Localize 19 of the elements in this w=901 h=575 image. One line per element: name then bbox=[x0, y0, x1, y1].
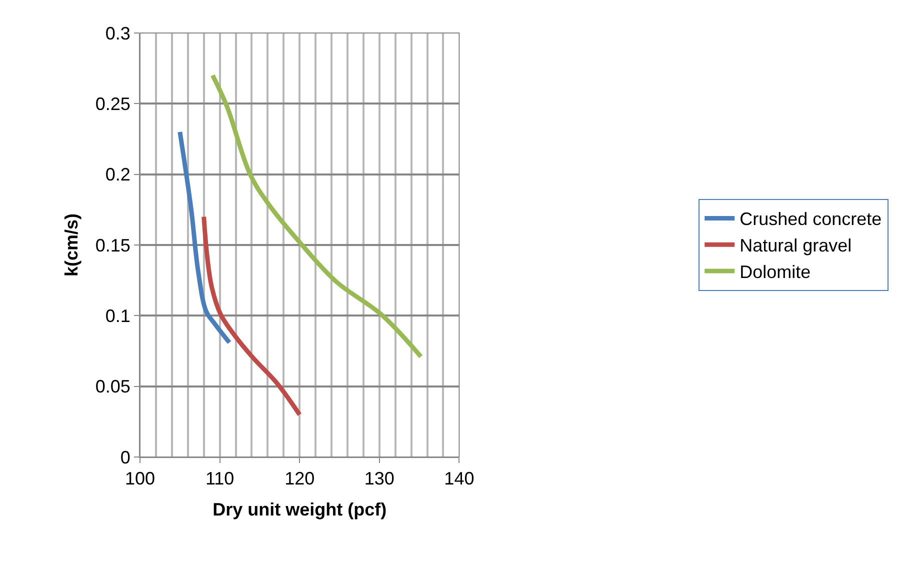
y-tick-label: 0.25 bbox=[95, 94, 130, 114]
y-tick-label: 0.2 bbox=[105, 164, 130, 185]
y-tick-label: 0.1 bbox=[105, 306, 130, 326]
legend-label: Natural gravel bbox=[740, 236, 852, 256]
x-tick-label: 130 bbox=[364, 468, 394, 489]
y-tick-label: 0.05 bbox=[95, 376, 130, 397]
x-tick-label: 110 bbox=[205, 468, 234, 489]
line-series bbox=[178, 130, 232, 345]
y-axis-title: k(cm/s) bbox=[62, 213, 82, 277]
y-tick-label: 0.15 bbox=[95, 235, 130, 256]
y-tick-label: 0.3 bbox=[105, 23, 130, 44]
x-tick-label: 140 bbox=[444, 468, 474, 489]
x-tick-label: 120 bbox=[284, 468, 315, 489]
y-tick-label: 0 bbox=[120, 447, 130, 468]
x-tick-label: 100 bbox=[124, 468, 156, 489]
legend-label: Crushed concrete bbox=[740, 209, 882, 230]
legend-label: Dolomite bbox=[740, 262, 811, 282]
x-axis-title: Dry unit weight (pcf) bbox=[212, 500, 387, 520]
line-series bbox=[210, 73, 424, 359]
